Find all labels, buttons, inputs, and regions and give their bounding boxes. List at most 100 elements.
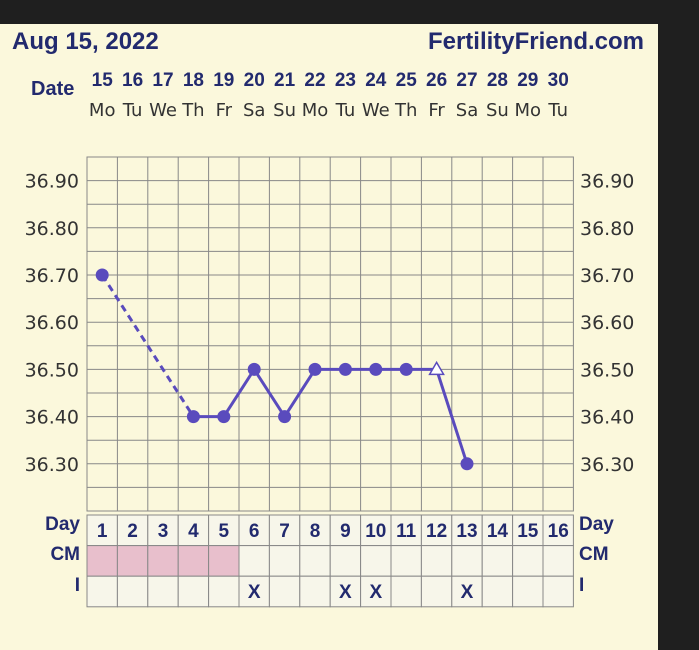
day-cell bbox=[329, 514, 362, 547]
date-label: 15 bbox=[92, 70, 114, 91]
temperature-line bbox=[100, 274, 469, 465]
cm-row-label-right: CM bbox=[579, 544, 609, 565]
temperature-points bbox=[95, 268, 474, 471]
cm-cell bbox=[451, 545, 483, 577]
temperature-point bbox=[399, 362, 413, 376]
intercourse-mark: X bbox=[248, 582, 261, 603]
day-number: 12 bbox=[426, 521, 447, 542]
date-label: 20 bbox=[244, 70, 265, 91]
intercourse-cell bbox=[116, 575, 149, 608]
date-header: 15 Mo 16 Tu 17 We 18 Th 19 Fr 20 Sa 21 Su 22 Mo 23 Tu 24 We… bbox=[89, 70, 569, 121]
chart-panel: Aug 15, 2022 FertilityFriend.com Date 15… bbox=[0, 24, 658, 650]
intercourse-cell bbox=[390, 575, 422, 608]
cm-cell bbox=[542, 545, 574, 577]
y-tick-right: 36.90 bbox=[580, 171, 634, 193]
chart-date: Aug 15, 2022 bbox=[12, 28, 159, 55]
day-cell bbox=[481, 514, 514, 547]
temperature-point bbox=[338, 362, 352, 376]
date-label: 19 bbox=[213, 70, 234, 91]
day-number: 1 bbox=[97, 521, 108, 542]
intercourse-cell bbox=[86, 575, 118, 608]
day-cell bbox=[512, 514, 544, 547]
temperature-point-triangle bbox=[428, 360, 445, 376]
day-number: 14 bbox=[487, 521, 509, 542]
y-tick-right: 36.40 bbox=[580, 407, 634, 429]
temperature-point bbox=[247, 362, 261, 376]
line-segment bbox=[222, 368, 256, 418]
day-number: 3 bbox=[158, 521, 169, 542]
cm-cell bbox=[329, 545, 362, 577]
weekday-label: Th bbox=[394, 100, 417, 121]
day-cell bbox=[451, 514, 483, 547]
y-axis-ticks: 36.90 36.90 36.80 36.80 36.70 36.70 36.60 36.60… bbox=[25, 171, 635, 476]
cm-cell-filled bbox=[116, 545, 149, 577]
weekday-label: Mo bbox=[515, 100, 542, 121]
date-label: 29 bbox=[517, 70, 538, 91]
date-row-label: Date bbox=[31, 78, 74, 100]
temperature-point bbox=[308, 362, 322, 376]
cm-cell bbox=[512, 545, 544, 577]
cm-cell-filled bbox=[147, 545, 179, 577]
weekday-label: Su bbox=[273, 100, 296, 121]
cm-cell bbox=[390, 545, 422, 577]
day-cell bbox=[360, 514, 392, 547]
date-label: 17 bbox=[152, 70, 173, 91]
day-cell bbox=[390, 514, 422, 547]
day-number: 6 bbox=[249, 521, 260, 542]
cm-cell bbox=[268, 545, 301, 577]
cm-cell-filled bbox=[177, 545, 210, 577]
intercourse-cell bbox=[512, 575, 544, 608]
line-segment bbox=[435, 368, 469, 465]
site-name: FertilityFriend.com bbox=[428, 28, 644, 55]
intercourse-cell bbox=[542, 575, 574, 608]
day-number: 16 bbox=[548, 521, 569, 542]
y-tick-left: 36.80 bbox=[25, 218, 79, 240]
y-tick-right: 36.50 bbox=[580, 359, 634, 381]
day-number: 15 bbox=[517, 521, 539, 542]
temperature-point bbox=[460, 457, 474, 471]
temperature-point bbox=[95, 268, 109, 282]
y-tick-left: 36.90 bbox=[25, 171, 79, 193]
day-cell bbox=[420, 514, 453, 547]
date-label: 23 bbox=[335, 70, 356, 91]
date-label: 21 bbox=[274, 70, 296, 91]
temperature-point bbox=[217, 410, 231, 424]
intercourse-cell bbox=[299, 575, 331, 608]
date-label: 24 bbox=[365, 70, 387, 91]
intercourse-cell bbox=[481, 575, 514, 608]
intercourse-cell bbox=[208, 575, 240, 608]
day-number: 7 bbox=[279, 521, 290, 542]
i-row-label-left: I bbox=[75, 575, 80, 596]
intercourse-mark: X bbox=[461, 582, 474, 603]
cm-cell bbox=[420, 545, 453, 577]
date-label: 28 bbox=[487, 70, 508, 91]
y-tick-right: 36.60 bbox=[580, 312, 634, 334]
cm-cell bbox=[299, 545, 331, 577]
weekday-label: Fr bbox=[216, 100, 233, 121]
date-label: 26 bbox=[426, 70, 447, 91]
weekday-label: Mo bbox=[302, 100, 329, 121]
temperature-grid bbox=[86, 156, 574, 512]
day-row-label-left: Day bbox=[45, 514, 80, 535]
intercourse-mark: X bbox=[369, 582, 382, 603]
intercourse-mark: X bbox=[339, 582, 352, 603]
weekday-label: Su bbox=[486, 100, 509, 121]
y-tick-left: 36.70 bbox=[25, 265, 79, 287]
date-label: 18 bbox=[183, 70, 204, 91]
y-tick-left: 36.30 bbox=[25, 454, 79, 476]
cm-cell bbox=[238, 545, 270, 577]
weekday-label: We bbox=[149, 100, 177, 121]
weekday-label: Tu bbox=[547, 100, 568, 121]
intercourse-cell bbox=[451, 575, 483, 608]
weekday-label: Mo bbox=[89, 100, 116, 121]
day-number: 13 bbox=[456, 521, 477, 542]
weekday-label: Fr bbox=[428, 100, 445, 121]
date-label: 16 bbox=[122, 70, 143, 91]
cm-cell bbox=[360, 545, 392, 577]
day-cell bbox=[542, 514, 574, 547]
temperature-point bbox=[186, 410, 200, 424]
day-cell bbox=[86, 514, 118, 547]
cm-cell-filled bbox=[208, 545, 240, 577]
weekday-label: Tu bbox=[335, 100, 356, 121]
